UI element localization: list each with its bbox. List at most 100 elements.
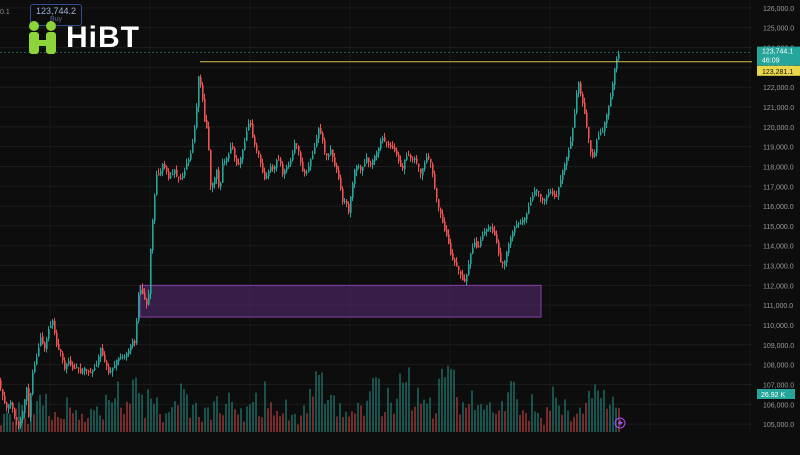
- volume-bar: [465, 407, 467, 432]
- candle-body: [12, 402, 14, 409]
- candle-body: [368, 157, 370, 163]
- volume-bar: [63, 419, 65, 432]
- volume-bar: [603, 389, 605, 432]
- volume-bar: [243, 421, 245, 432]
- candle-body: [206, 119, 208, 129]
- candle-body: [186, 163, 188, 170]
- volume-bar: [480, 404, 482, 432]
- candle-body: [386, 141, 388, 143]
- candle-body: [564, 164, 566, 172]
- volume-bar: [402, 382, 404, 432]
- volume-bar: [618, 408, 620, 432]
- volume-bar: [405, 382, 407, 432]
- candle-body: [0, 380, 2, 389]
- volume-bar: [441, 368, 443, 432]
- candle-body: [580, 83, 582, 94]
- candle-body: [180, 177, 182, 179]
- y-tick-label: 113,000.0: [763, 264, 794, 271]
- candle-body: [408, 155, 410, 157]
- volume-bar: [108, 400, 110, 432]
- candle-body: [220, 183, 222, 187]
- support-zone[interactable]: [139, 284, 542, 318]
- volume-bar: [486, 405, 488, 432]
- candle-body: [420, 168, 422, 174]
- candle-body: [436, 188, 438, 199]
- candle-body: [166, 167, 168, 172]
- volume-bar: [279, 416, 281, 432]
- candle-body: [292, 153, 294, 161]
- candle-body: [194, 128, 196, 143]
- candle-body: [224, 161, 226, 163]
- candle-body: [170, 176, 172, 178]
- candle-body: [516, 224, 518, 228]
- volume-bar: [522, 410, 524, 432]
- candle-body: [350, 196, 352, 213]
- volume-bar: [552, 386, 554, 432]
- volume-bar: [87, 418, 89, 432]
- candle-body: [456, 261, 458, 267]
- volume-bar: [75, 410, 77, 432]
- volume-bar: [33, 414, 35, 432]
- volume-bar: [18, 402, 20, 432]
- candle-body: [348, 204, 350, 213]
- y-tick-label: 110,000.0: [763, 323, 794, 330]
- volume-bar: [276, 410, 278, 432]
- volume-bar: [294, 413, 296, 432]
- volume-bar: [249, 404, 251, 432]
- candle-body: [380, 140, 382, 149]
- volume-bar: [78, 419, 80, 432]
- candle-body: [158, 173, 160, 176]
- volume-bar: [474, 409, 476, 432]
- candle-body: [334, 157, 336, 166]
- candle-body: [310, 159, 312, 167]
- volume-bar: [525, 412, 527, 432]
- candle-body: [214, 177, 216, 185]
- candle-body: [256, 144, 258, 151]
- lightning-icon[interactable]: [614, 417, 626, 429]
- volume-bar: [579, 407, 581, 432]
- candle-body: [526, 213, 528, 220]
- candle-body: [372, 159, 374, 166]
- candle-body: [40, 337, 42, 346]
- volume-bar: [291, 414, 293, 432]
- candle-body: [156, 175, 158, 195]
- volume-bar: [570, 421, 572, 432]
- volume-bar: [138, 392, 140, 432]
- candle-body: [568, 149, 570, 158]
- order-price-chip[interactable]: 123,744.2 Buy: [30, 4, 83, 26]
- candle-body: [566, 157, 568, 166]
- candle-body: [36, 357, 38, 365]
- candle-body: [92, 369, 94, 373]
- volume-bar: [381, 416, 383, 432]
- volume-bar: [93, 410, 95, 432]
- candle-body: [506, 251, 508, 263]
- volume-bar: [420, 403, 422, 432]
- volume-bar: [252, 402, 254, 432]
- volume-bar: [519, 414, 521, 432]
- edge-label: 0.1: [0, 9, 10, 16]
- candle-body: [146, 299, 148, 305]
- candle-body: [8, 404, 10, 409]
- volume-bar: [543, 425, 545, 432]
- candle-body: [430, 158, 432, 163]
- candle-body: [72, 364, 74, 369]
- candle-body: [338, 169, 340, 179]
- volume-bar: [165, 413, 167, 432]
- volume-bar: [396, 398, 398, 432]
- volume-bar: [27, 424, 29, 432]
- y-tick-label: 106,000.0: [763, 402, 794, 409]
- volume-bar: [198, 417, 200, 432]
- volume-bar: [231, 401, 233, 432]
- candle-body: [264, 171, 266, 179]
- volume-bar: [264, 381, 266, 432]
- volume-bar: [348, 416, 350, 432]
- candle-body: [556, 195, 558, 197]
- candle-body: [174, 169, 176, 174]
- volume-bar: [534, 411, 536, 432]
- candle-body: [452, 253, 454, 260]
- candle-body: [124, 356, 126, 358]
- candle-body: [196, 106, 198, 128]
- volume-bar: [228, 392, 230, 432]
- candle-body: [306, 172, 308, 174]
